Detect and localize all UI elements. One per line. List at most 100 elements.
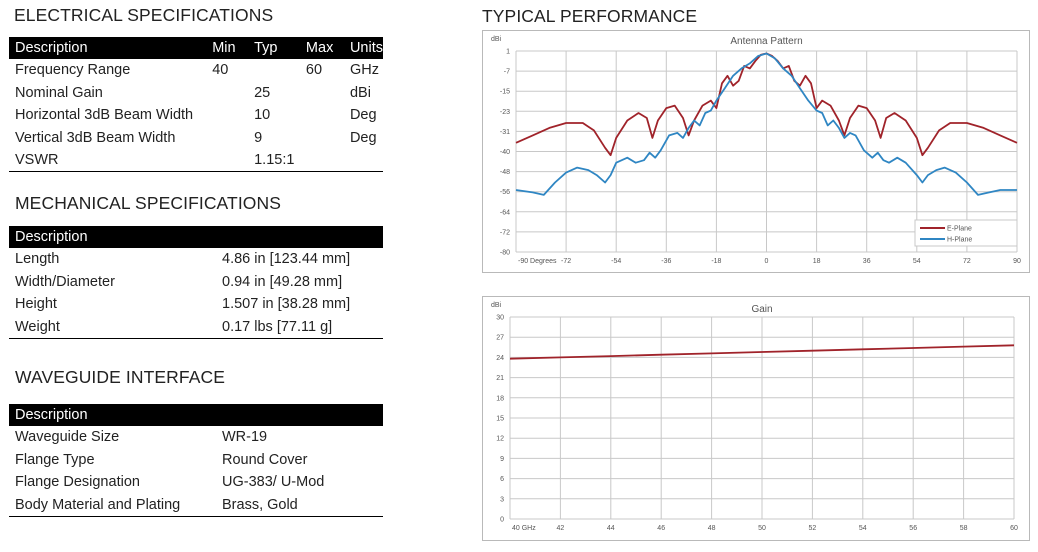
table-cell: 9 [254,129,263,146]
waveguide-interface-table: Description Waveguide Size WR-19 Flange Ty… [9,404,383,517]
column-header: Description [9,37,207,59]
waveguide-interface-title: WAVEGUIDE INTERFACE [15,367,225,387]
x-tick-label: 60 [1010,525,1018,532]
legend-label: E-Plane [947,226,972,233]
table-cell: Body Material and Plating [15,496,181,513]
x-tick-label: 90 [1013,258,1021,265]
table-cell: 1.507 in [38.28 mm] [222,296,351,313]
x-tick-label: 42 [557,525,565,532]
y-tick-label: 24 [496,355,504,362]
chart-title: Antenna Pattern [730,36,802,47]
typical-performance-title: TYPICAL PERFORMANCE [482,6,698,26]
y-tick-label: -15 [500,89,510,96]
x-tick-label: 50 [758,525,766,532]
table-cell: 40 [212,62,229,79]
table-row: VSWR 1.15:1 [9,149,383,172]
y-tick-label: 12 [496,436,504,443]
gain-chart: Gain dBi 40 GHz 42 44 46 48 50 52 54 56 58 60 30 27 24 2… [482,296,1030,541]
mechanical-specs-table: Description Length 4.86 in [123.44 mm] Wid… [9,226,383,339]
x-tick-label: 54 [913,258,921,265]
table-cell: Width/Diameter [15,273,115,290]
table-row: Weight 0.17 lbs [77.11 g] [9,316,383,339]
column-header: Typ [248,37,300,59]
x-tick-label: -36 [661,258,671,265]
table-cell: dBi [349,84,371,101]
table-cell [206,127,248,150]
table-cell [300,127,344,150]
x-tick-label: 36 [863,258,871,265]
table-cell: Deg [349,107,377,124]
electrical-specs-title: ELECTRICAL SPECIFICATIONS [14,5,274,25]
x-tick-label: -72 [561,258,571,265]
x-tick-label: 72 [963,258,971,265]
table-cell: 25 [254,84,271,101]
table-cell [206,82,248,105]
y-tick-label: 21 [496,375,504,382]
x-tick-label: 52 [809,525,817,532]
table-row: Width/Diameter 0.94 in [49.28 mm] [9,271,383,294]
table-row: Length 4.86 in [123.44 mm] [9,248,383,271]
y-tick-label: -64 [500,209,510,216]
y-tick-label: -7 [504,69,510,76]
table-cell: Weight [15,318,60,335]
table-cell [206,149,248,172]
table-cell: VSWR [15,152,59,168]
table-cell: 0.17 lbs [77.11 g] [222,318,333,335]
table-cell: Round Cover [222,451,308,468]
table-cell: 4.86 in [123.44 mm] [222,251,351,268]
table-header-row: Description [9,404,383,426]
x-tick-label: 46 [657,525,665,532]
table-row: Flange Designation UG-383/ U-Mod [9,471,383,494]
x-tick-label: 56 [909,525,917,532]
table-cell: 0.94 in [49.28 mm] [222,273,343,290]
series-line-gain [509,344,1015,360]
x-tick-label: 58 [960,525,968,532]
table-cell [206,104,248,127]
table-cell [300,104,344,127]
antenna-pattern-chart: Antenna Pattern dBi -90 Degrees -72 -54 -36 -1… [482,30,1030,273]
table-cell: Height [15,296,57,313]
table-row: Nominal Gain 25 dBi [9,82,383,105]
legend-label: H-Plane [947,237,972,244]
table-cell: Brass, Gold [222,496,298,513]
x-tick-label: 44 [607,525,615,532]
x-tick-label: 48 [708,525,716,532]
y-tick-label: -23 [500,109,510,116]
y-axis-unit: dBi [491,302,502,309]
y-tick-label: 9 [500,456,504,463]
table-cell: Waveguide Size [15,429,120,446]
mechanical-specs-title: MECHANICAL SPECIFICATIONS [15,193,282,213]
table-row: Horizontal 3dB Beam Width 10 Deg [9,104,383,127]
table-cell [344,149,383,172]
y-tick-label: 18 [496,395,504,402]
series-line-h-plane [515,52,1017,196]
table-cell [300,82,344,105]
table-row: Waveguide Size WR-19 [9,426,383,449]
table-cell [300,149,344,172]
table-cell [248,59,300,82]
table-cell: Frequency Range [15,62,131,79]
table-cell: GHz [349,62,379,79]
table-row: Vertical 3dB Beam Width 9 Deg [9,127,383,150]
chart-title: Gain [751,304,772,315]
table-header-row: Description [9,226,383,248]
table-cell: Vertical 3dB Beam Width [15,129,176,146]
column-header: Min [206,37,249,59]
column-header: Units [343,37,383,59]
x-tick-label: 54 [859,525,867,532]
y-tick-label: -72 [500,229,510,236]
y-tick-label: 27 [496,335,504,342]
table-cell: Deg [349,129,377,146]
table-cell: Length [15,251,60,268]
y-tick-label: 0 [500,517,504,524]
y-tick-label: -48 [500,169,510,176]
table-cell: 10 [254,107,271,124]
table-header-row: Description Min Typ Max Units [9,37,383,59]
x-tick-label: -54 [611,258,621,265]
table-cell: 1.15:1 [254,152,295,168]
x-tick-label: -18 [711,258,721,265]
table-cell: 60 [305,62,323,79]
x-tick-label: 40 GHz [512,525,536,532]
table-cell: UG-383/ U-Mod [222,474,325,491]
